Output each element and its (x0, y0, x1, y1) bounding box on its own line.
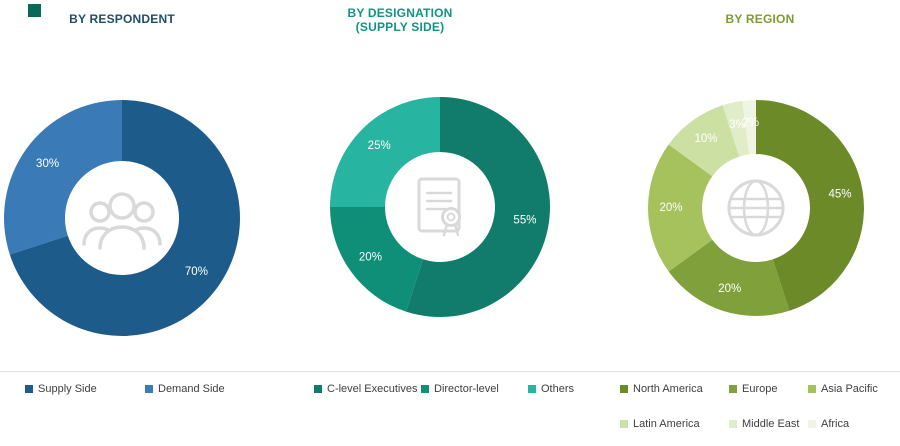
region-legend-row-2: Latin America Middle East Africa (620, 418, 849, 430)
donut-segment-supply-side (9, 100, 240, 336)
chart-title-text: BY RESPONDENT (69, 12, 175, 26)
legend-label: Others (541, 383, 575, 395)
percent-label: 25% (368, 140, 391, 152)
percent-label: 20% (359, 252, 382, 264)
legend-item: Latin America (620, 418, 729, 430)
legend-swatch (421, 385, 429, 393)
donut-segment-africa (742, 100, 756, 155)
chart-title-region: BY REGION (655, 12, 865, 26)
donut-segment-others (330, 97, 440, 207)
legend-label: Middle East (742, 418, 800, 430)
legend-divider (0, 371, 900, 372)
legend-swatch (620, 420, 628, 428)
donut-segment-asia-pacific (648, 144, 713, 272)
region-donut-chart: 45% 20% 20% 10% 3%2% (648, 100, 864, 316)
percent-label: 10% (695, 133, 718, 145)
donut-segment-demand-side (3, 100, 123, 255)
legend-item: North America (620, 383, 729, 395)
percent-label: 45% (828, 189, 851, 201)
legend-item: Demand Side (145, 383, 265, 395)
legend-swatch (25, 385, 33, 393)
legend-label: C-level Executives (327, 383, 418, 395)
percent-label: 70% (185, 266, 208, 278)
legend-swatch (729, 385, 737, 393)
legend-label: Africa (821, 418, 850, 430)
legend-label: Latin America (633, 418, 700, 430)
legend-swatch (145, 385, 153, 393)
legend-item: Director-level (421, 383, 528, 395)
respondent-donut-chart: 70% 30% (3, 100, 240, 336)
percent-label: 55% (513, 214, 536, 226)
donut-segment-latin-america (668, 105, 740, 177)
chart-title-text: BY REGION (725, 12, 795, 26)
legend-item: C-level Executives (314, 383, 421, 395)
legend-item: Europe (729, 383, 808, 395)
legend-swatch (528, 385, 536, 393)
percent-label: 20% (659, 202, 682, 214)
legend-label: Demand Side (158, 383, 225, 395)
legend-item: Asia Pacific (808, 383, 878, 395)
donut-segment-director-level (330, 207, 424, 312)
donut-segment-c-level-executives (406, 97, 551, 317)
legend-label: Director-level (434, 383, 499, 395)
donut-segment-middle-east (722, 100, 750, 157)
legend-swatch (314, 385, 322, 393)
legend-item: Middle East (729, 418, 808, 430)
chart-title-designation: BY DESIGNATION (SUPPLY SIDE) (300, 6, 500, 34)
legend-swatch (808, 420, 816, 428)
percent-label: 2% (742, 117, 759, 129)
legend-item: Supply Side (25, 383, 145, 395)
percent-label: 20% (718, 283, 741, 295)
legend-label: Supply Side (38, 383, 97, 395)
percent-label: 30% (36, 158, 59, 170)
percent-label: 3% (729, 119, 746, 131)
region-legend-row-1: North America Europe Asia Pacific (620, 383, 878, 395)
legend-label: Asia Pacific (821, 383, 878, 395)
legend-label: Europe (742, 383, 778, 395)
chart-subtitle-text: (SUPPLY SIDE) (355, 20, 445, 34)
designation-legend: C-level Executives Director-level Others (314, 383, 635, 395)
designation-donut-chart: 55% 20% 25% (330, 97, 551, 317)
legend-item: Africa (808, 418, 849, 430)
brand-corner-square (28, 4, 41, 17)
legend-item: Others (528, 383, 635, 395)
legend-swatch (729, 420, 737, 428)
donut-segment-north-america (756, 100, 864, 311)
chart-title-text: BY DESIGNATION (347, 6, 453, 20)
donut-segment-europe (668, 239, 790, 316)
legend-swatch (808, 385, 816, 393)
chart-title-respondent: BY RESPONDENT (2, 12, 242, 26)
respondent-legend: Supply Side Demand Side (25, 383, 265, 395)
legend-label: North America (633, 383, 703, 395)
legend-swatch (620, 385, 628, 393)
